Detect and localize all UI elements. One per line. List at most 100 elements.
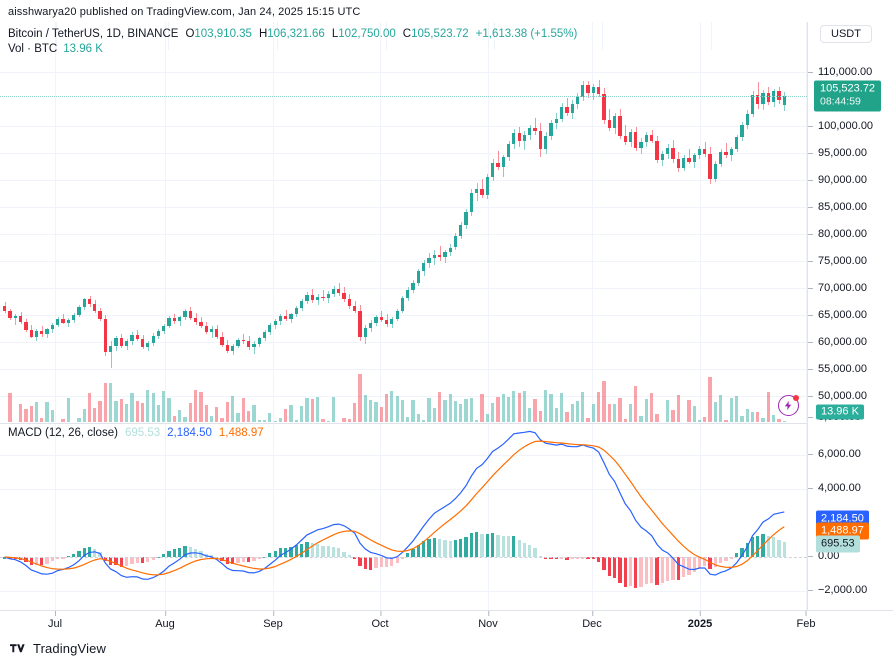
candle-body <box>326 293 330 299</box>
candle-body <box>501 157 505 168</box>
volume-bar <box>353 402 357 422</box>
volume-bar <box>18 404 23 422</box>
volume-bar <box>586 417 590 422</box>
candle-body <box>597 87 601 95</box>
macd-histogram-bar <box>342 551 346 557</box>
volume-bar <box>512 390 516 422</box>
volume-bar <box>522 390 527 422</box>
current-price-badge[interactable]: 105,523.72 08:44:59 <box>814 80 882 112</box>
volume-bar <box>517 392 521 422</box>
price-tick-label: 90,000.00 <box>808 174 867 186</box>
volume-bar <box>384 394 389 422</box>
volume-bar <box>570 404 574 422</box>
macd-histogram-bar <box>650 557 654 583</box>
macd-histogram-bar <box>93 548 97 557</box>
volume-badge[interactable]: 13.96 K <box>816 404 864 420</box>
time-axis[interactable]: Jul Aug Sep Oct Nov Dec 2025 Feb <box>0 610 893 637</box>
macd-histogram-bar <box>300 543 304 557</box>
price-tick-label: 70,000.00 <box>808 282 867 294</box>
countdown-timer: 08:44:59 <box>820 95 861 108</box>
price-pane[interactable] <box>0 22 807 422</box>
volume-bar <box>666 400 670 422</box>
candle-wick <box>440 245 441 261</box>
volume-bar <box>40 417 44 422</box>
macd-histogram-bar <box>766 536 771 557</box>
macd-histogram-bar <box>326 546 330 557</box>
candle-body <box>469 192 474 213</box>
volume-bar <box>151 393 155 422</box>
candle-body <box>591 87 596 94</box>
macd-hist-badge[interactable]: 695.53 <box>816 535 860 553</box>
candle-body <box>400 298 405 311</box>
volume-bar <box>432 408 436 422</box>
flash-icon[interactable] <box>778 395 799 416</box>
price-tick-label: 60,000.00 <box>808 336 867 348</box>
price-tick-label: 55,000.00 <box>808 363 867 375</box>
volume-bar <box>443 399 447 422</box>
candle-wick <box>689 148 690 165</box>
candle-wick <box>498 150 499 171</box>
volume-bar <box>379 407 383 422</box>
volume-bar <box>565 412 569 422</box>
gridline-vertical <box>55 424 56 610</box>
candle-body <box>692 155 696 162</box>
macd-histogram-bar <box>422 541 426 557</box>
candle-body <box>544 135 548 149</box>
macd-histogram-bar <box>416 544 420 557</box>
candle-body <box>363 327 367 337</box>
candle-body <box>602 94 606 120</box>
price-scale[interactable]: USDT 110,000.00 100,000.00 95,000.00 90,000… <box>807 22 893 610</box>
volume-bar <box>77 417 81 422</box>
gridline-horizontal <box>0 153 807 154</box>
candle-body <box>178 317 182 322</box>
macd-tick-label: 4,000.00 <box>808 482 861 494</box>
macd-histogram-bar <box>745 543 749 557</box>
symbol-label[interactable]: Bitcoin / TetherUS, 1D, BINANCE <box>8 28 179 40</box>
volume-bar <box>422 420 426 422</box>
close-value: 105,523.72 <box>411 28 469 40</box>
candle-body <box>719 151 723 164</box>
macd-histogram-bar <box>734 553 739 557</box>
candle-body <box>575 96 580 104</box>
time-tick-label: Sep <box>263 611 283 630</box>
candle-body <box>114 338 118 346</box>
volume-bar <box>416 414 420 422</box>
volume-bar <box>125 404 129 422</box>
volume-bar <box>284 408 288 422</box>
current-price-line <box>0 96 807 98</box>
candle-body <box>193 317 198 322</box>
gridline-horizontal <box>0 489 807 490</box>
macd-pane[interactable] <box>0 423 807 610</box>
macd-signal-badge[interactable]: 1,488.97 <box>816 522 869 540</box>
candle-body <box>45 329 49 334</box>
price-tick-label: 95,000.00 <box>808 147 867 159</box>
tradingview-logo-icon <box>10 644 25 653</box>
volume-bar <box>782 421 786 422</box>
macd-histogram-bar <box>294 545 298 557</box>
macd-histogram-bar <box>772 536 776 557</box>
macd-hist-value: 695.53 <box>124 427 161 439</box>
candle-body <box>650 134 654 141</box>
volume-bar <box>480 393 484 422</box>
candle-body <box>50 325 55 330</box>
candle-body <box>162 325 166 332</box>
volume-label[interactable]: Vol · BTC <box>8 43 58 55</box>
candle-body <box>416 271 420 284</box>
candle-body <box>209 328 214 333</box>
volume-bar <box>485 413 489 422</box>
gridline-vertical <box>488 22 489 422</box>
candle-body <box>77 307 81 315</box>
macd-histogram-bar <box>209 555 214 557</box>
gridline-horizontal <box>0 288 807 289</box>
currency-chip[interactable]: USDT <box>820 25 872 43</box>
macd-tick-label: 0.00 <box>807 550 840 562</box>
macd-histogram-bar <box>411 549 415 557</box>
macd-histogram-bar <box>512 536 516 557</box>
volume-bar <box>236 413 240 422</box>
macd-title[interactable]: MACD (12, 26, close) <box>8 427 118 439</box>
volume-bar <box>724 420 728 422</box>
candle-body <box>406 289 410 299</box>
macd-histogram-bar <box>660 557 664 584</box>
macd-histogram-bar <box>448 540 452 557</box>
